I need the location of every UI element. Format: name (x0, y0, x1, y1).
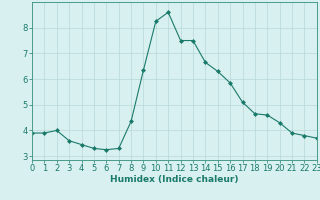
X-axis label: Humidex (Indice chaleur): Humidex (Indice chaleur) (110, 175, 239, 184)
